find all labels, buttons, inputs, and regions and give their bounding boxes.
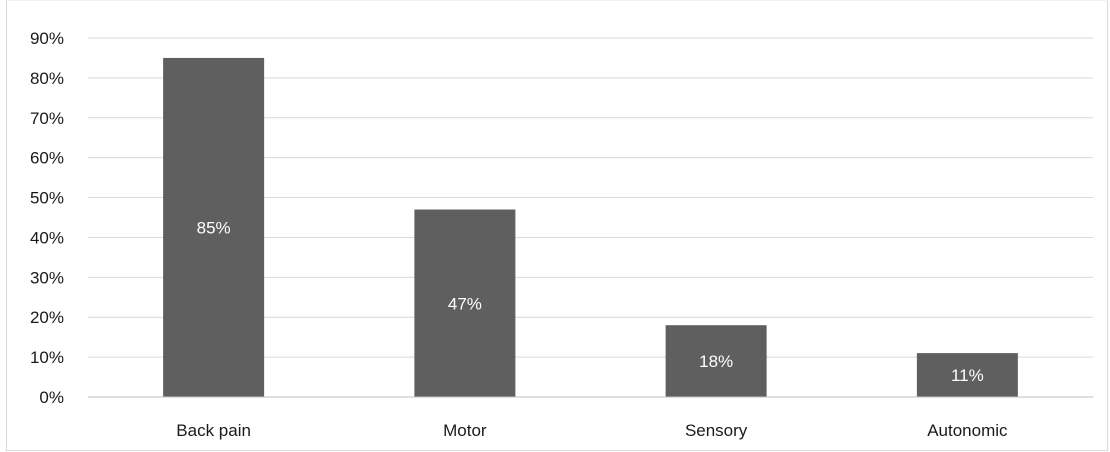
data-label: 11% — [951, 366, 984, 385]
y-tick-label: 70% — [30, 109, 64, 128]
x-category-label: Motor — [443, 421, 487, 440]
y-tick-label: 80% — [30, 69, 64, 88]
y-tick-label: 60% — [30, 149, 64, 168]
bar — [665, 325, 767, 397]
y-tick-label: 40% — [30, 228, 64, 247]
x-category-label: Back pain — [176, 421, 251, 440]
data-label: 85% — [197, 218, 231, 237]
y-tick-label: 10% — [30, 348, 64, 367]
y-tick-label: 90% — [30, 29, 64, 48]
bar — [414, 209, 516, 397]
x-category-label: Autonomic — [927, 421, 1008, 440]
data-labels: 85% 47% 18% 11% — [197, 218, 984, 385]
y-tick-label: 30% — [30, 268, 64, 287]
y-tick-label: 0% — [39, 388, 64, 407]
bar — [163, 57, 265, 397]
data-label: 47% — [448, 294, 482, 313]
bar — [916, 353, 1018, 397]
x-category-label: Sensory — [685, 421, 748, 440]
data-label: 18% — [699, 352, 733, 371]
y-tick-label: 50% — [30, 189, 64, 208]
bars — [163, 57, 1018, 397]
y-axis-tick-labels: 0% 10% 20% 30% 40% 50% 60% 70% 80% 90% — [30, 29, 64, 407]
y-tick-label: 20% — [30, 308, 64, 327]
x-axis-category-labels: Back pain Motor Sensory Autonomic — [176, 421, 1008, 440]
